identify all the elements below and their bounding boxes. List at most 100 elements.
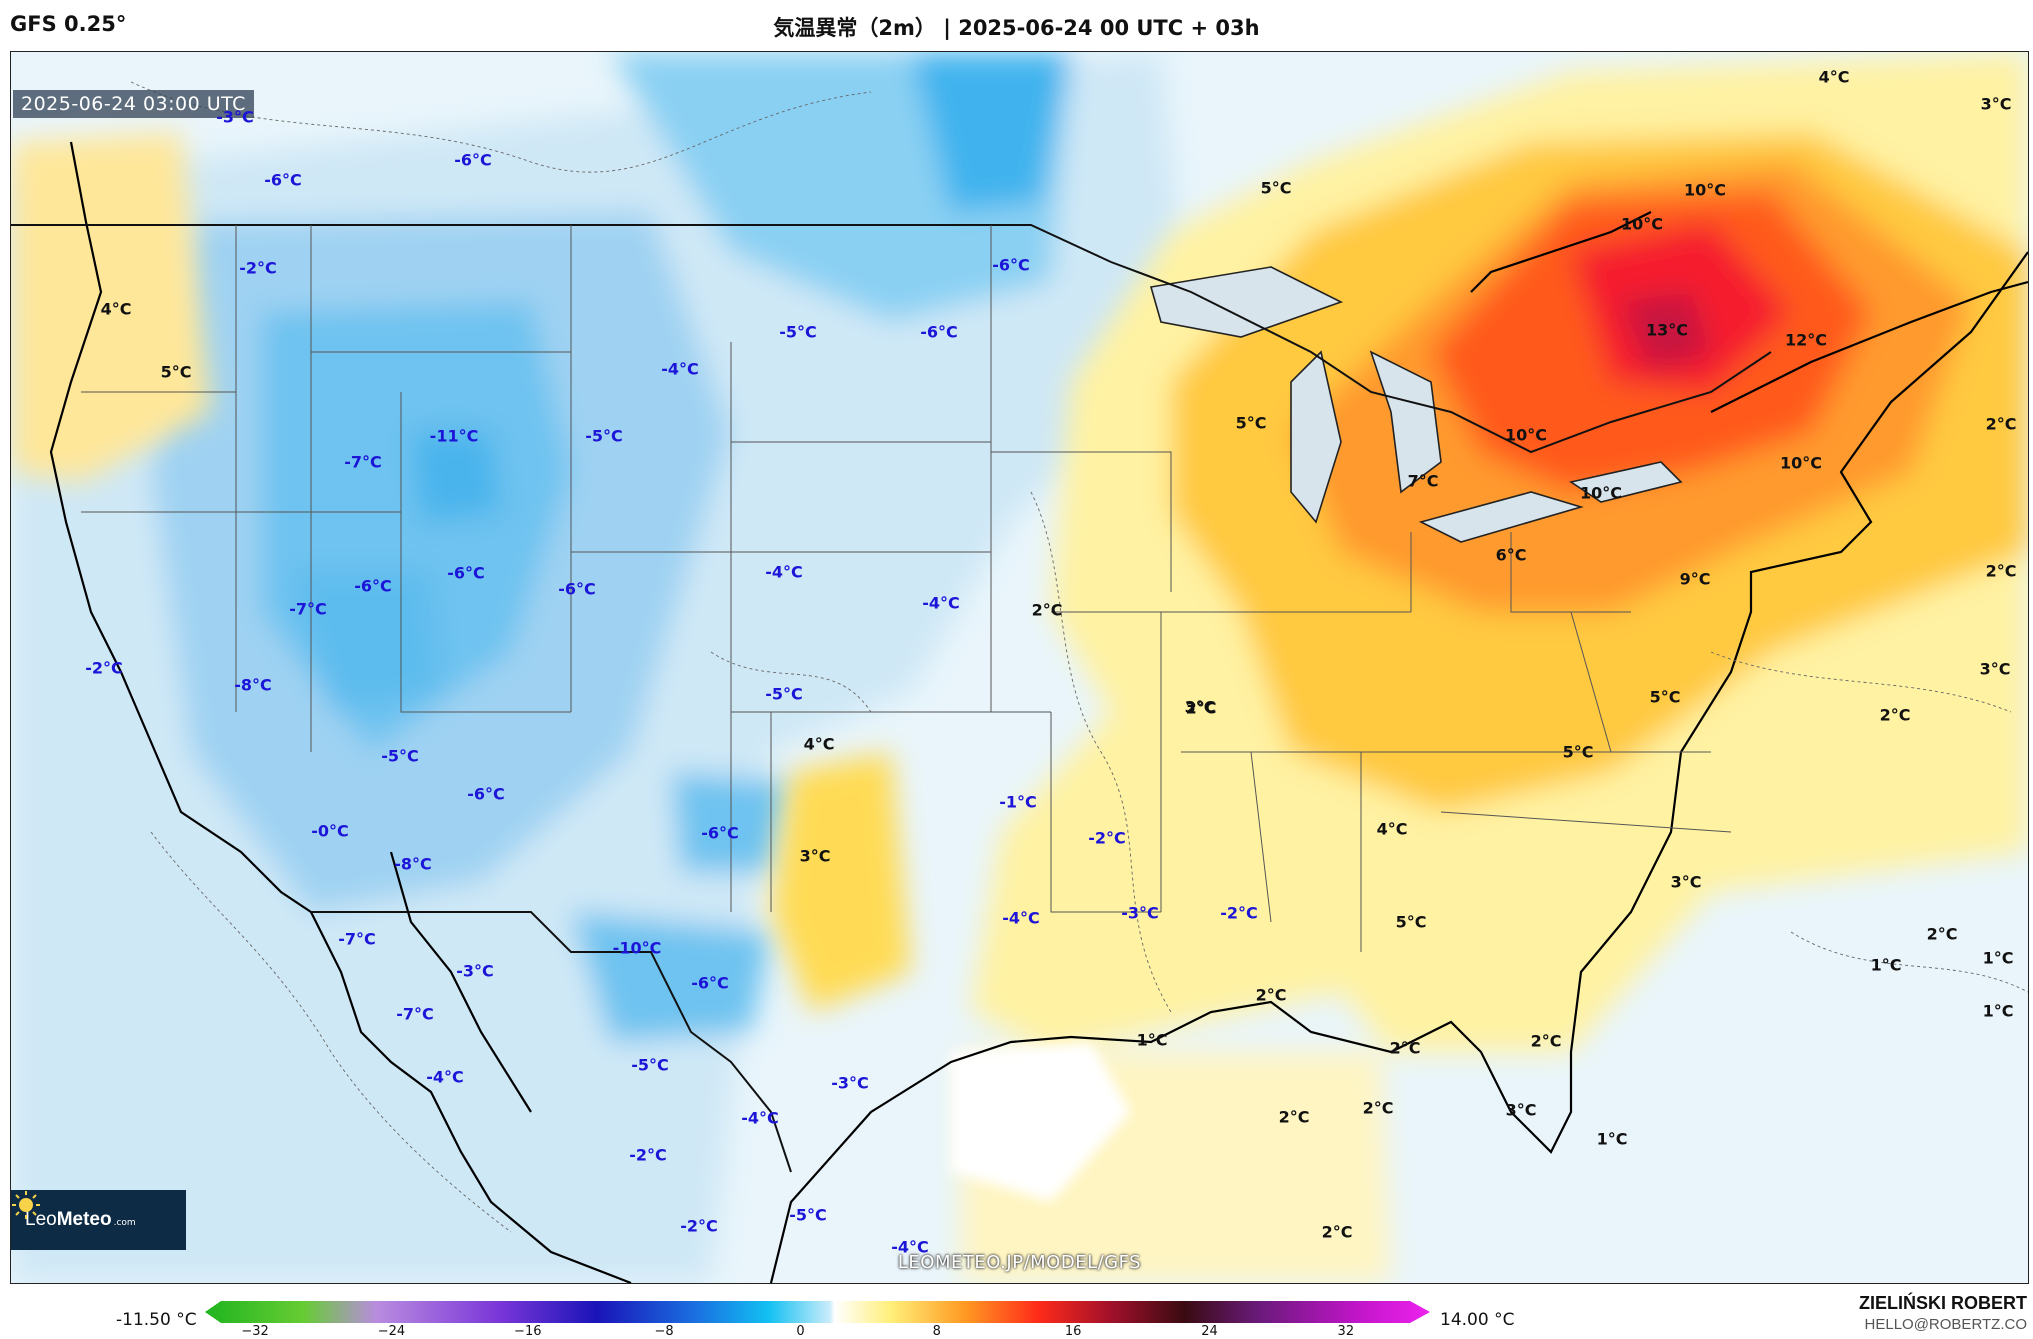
colorbar-gradient bbox=[205, 1301, 1430, 1323]
anomaly-label: -7°C bbox=[344, 452, 382, 472]
anomaly-label: -3°C bbox=[831, 1073, 869, 1093]
anomaly-label: -4°C bbox=[765, 562, 803, 582]
anomaly-label: 5°C bbox=[1260, 178, 1292, 198]
anomaly-label: 13°C bbox=[1645, 320, 1689, 340]
logo-text: LeoMeteo bbox=[25, 1209, 112, 1230]
colorbar-tick-label: −32 bbox=[241, 1324, 269, 1339]
anomaly-label: 5°C bbox=[160, 362, 192, 382]
anomaly-label: -6°C bbox=[354, 576, 392, 596]
colorbar-tick-label: 24 bbox=[1201, 1324, 1218, 1339]
anomaly-label: 3°C bbox=[799, 846, 831, 866]
anomaly-label: 3°C bbox=[1505, 1100, 1537, 1120]
anomaly-label: -8°C bbox=[394, 854, 432, 874]
anomaly-label: -2°C bbox=[1088, 828, 1126, 848]
anomaly-label: -4°C bbox=[741, 1108, 779, 1128]
great-lakes bbox=[1149, 266, 1683, 543]
anomaly-label: 2°C bbox=[1362, 1098, 1394, 1118]
author-name: ZIELIŃSKI ROBERT bbox=[1858, 1293, 2027, 1313]
cold-anomaly-field bbox=[11, 52, 1191, 1283]
anomaly-label: 3°C bbox=[1184, 697, 1216, 717]
warm-anomaly-field bbox=[11, 52, 2028, 1283]
anomaly-label: 2°C bbox=[1389, 1038, 1421, 1058]
anomaly-label: 1°C bbox=[1982, 948, 2014, 968]
anomaly-label: -7°C bbox=[338, 929, 376, 949]
model-name: GFS 0.25° bbox=[10, 12, 127, 36]
colorbar-tick-label: 8 bbox=[932, 1324, 941, 1339]
anomaly-label: -5°C bbox=[381, 746, 419, 766]
anomaly-label: 1°C bbox=[1982, 1001, 2014, 1021]
state-borders bbox=[81, 225, 1732, 952]
anomaly-label: -6°C bbox=[264, 170, 302, 190]
anomaly-label: 2°C bbox=[1926, 924, 1958, 944]
anomaly-label: 4°C bbox=[803, 734, 835, 754]
national-border bbox=[11, 224, 1772, 1173]
colorbar-min-value: -11.50 °C bbox=[116, 1310, 197, 1330]
anomaly-label: 6°C bbox=[1495, 545, 1527, 565]
anomaly-label: 10°C bbox=[1620, 214, 1664, 234]
author-email[interactable]: HELLO@ROBERTZ.CO bbox=[1864, 1316, 2027, 1333]
anomaly-label: -6°C bbox=[558, 579, 596, 599]
anomaly-label: 5°C bbox=[1562, 742, 1594, 762]
anomaly-label: -5°C bbox=[585, 426, 623, 446]
anomaly-label: -6°C bbox=[992, 255, 1030, 275]
logo-domain: .com bbox=[113, 1218, 136, 1228]
anomaly-label: 10°C bbox=[1683, 180, 1727, 200]
anomaly-label: 5°C bbox=[1235, 413, 1267, 433]
anomaly-label: 12°C bbox=[1784, 330, 1828, 350]
sun-icon bbox=[12, 1191, 40, 1219]
anomaly-label: -4°C bbox=[891, 1237, 929, 1257]
anomaly-label: 1°C bbox=[1136, 1030, 1168, 1050]
colorbar-tick-label: −16 bbox=[514, 1324, 542, 1339]
anomaly-label: 2°C bbox=[1985, 561, 2017, 581]
anomaly-label: 2°C bbox=[1985, 414, 2017, 434]
anomaly-label: -1°C bbox=[999, 792, 1037, 812]
anomaly-label: -5°C bbox=[631, 1055, 669, 1075]
anomaly-label: 10°C bbox=[1579, 483, 1623, 503]
anomaly-label: -5°C bbox=[789, 1205, 827, 1225]
anomaly-label: -2°C bbox=[239, 258, 277, 278]
chart-title: 気温異常（2m） | 2025-06-24 00 UTC + 03h bbox=[773, 16, 1260, 40]
anomaly-label: 2°C bbox=[1879, 705, 1911, 725]
colorbar-tick-label: −8 bbox=[654, 1324, 674, 1339]
anomaly-label: 1°C bbox=[1870, 955, 1902, 975]
anomaly-label: 5°C bbox=[1395, 912, 1427, 932]
anomaly-label: -3°C bbox=[216, 107, 254, 127]
anomaly-label: -4°C bbox=[661, 359, 699, 379]
anomaly-label: 4°C bbox=[100, 299, 132, 319]
anomaly-label: -10°C bbox=[612, 938, 662, 958]
colorbar-tick-label: 0 bbox=[796, 1324, 805, 1339]
anomaly-label: 3°C bbox=[1980, 94, 2012, 114]
anomaly-label: 5°C bbox=[1649, 687, 1681, 707]
leometeo-logo[interactable]: LeoMeteo .com bbox=[11, 1190, 186, 1250]
anomaly-label: -6°C bbox=[454, 150, 492, 170]
anomaly-label: -11°C bbox=[429, 426, 479, 446]
colorbar-tick-label: −24 bbox=[377, 1324, 406, 1339]
anomaly-label: -6°C bbox=[467, 784, 505, 804]
anomaly-label: 10°C bbox=[1779, 453, 1823, 473]
anomaly-label: 3°C bbox=[1670, 872, 1702, 892]
anomaly-label: -6°C bbox=[920, 322, 958, 342]
anomaly-label: -6°C bbox=[691, 973, 729, 993]
anomaly-label: 10°C bbox=[1504, 425, 1548, 445]
author-credit: ZIELIŃSKI ROBERT HELLO@ROBERTZ.CO bbox=[1859, 1293, 2027, 1333]
anomaly-label: 7°C bbox=[1407, 471, 1439, 491]
anomaly-label: 2°C bbox=[1278, 1107, 1310, 1127]
coastlines bbox=[49, 141, 2028, 1283]
anomaly-label: 2°C bbox=[1031, 600, 1063, 620]
anomaly-label: -6°C bbox=[447, 563, 485, 583]
colorbar-tick-label: 16 bbox=[1064, 1324, 1082, 1339]
anomaly-label: -3°C bbox=[456, 961, 494, 981]
anomaly-label: -0°C bbox=[311, 821, 349, 841]
anomaly-label: 2°C bbox=[1255, 985, 1287, 1005]
anomaly-label: 4°C bbox=[1376, 819, 1408, 839]
anomaly-label: 2°C bbox=[1530, 1031, 1562, 1051]
anomaly-label: 9°C bbox=[1679, 569, 1711, 589]
anomaly-label: -8°C bbox=[234, 675, 272, 695]
anomaly-label: 2°C bbox=[1185, 698, 1217, 718]
colorbar-tick-label: 32 bbox=[1337, 1324, 1355, 1339]
anomaly-map[interactable]: 2025-06-24 03:00 UTC -3°C -6°C -6°C -2°C 4°C… bbox=[10, 51, 2029, 1284]
anomaly-label: -2°C bbox=[629, 1145, 667, 1165]
anomaly-label: 2°C bbox=[1321, 1222, 1353, 1242]
source-url: LEOMETEO.JP/MODEL/GFS bbox=[897, 1252, 1142, 1273]
map-layers bbox=[11, 52, 2028, 1283]
